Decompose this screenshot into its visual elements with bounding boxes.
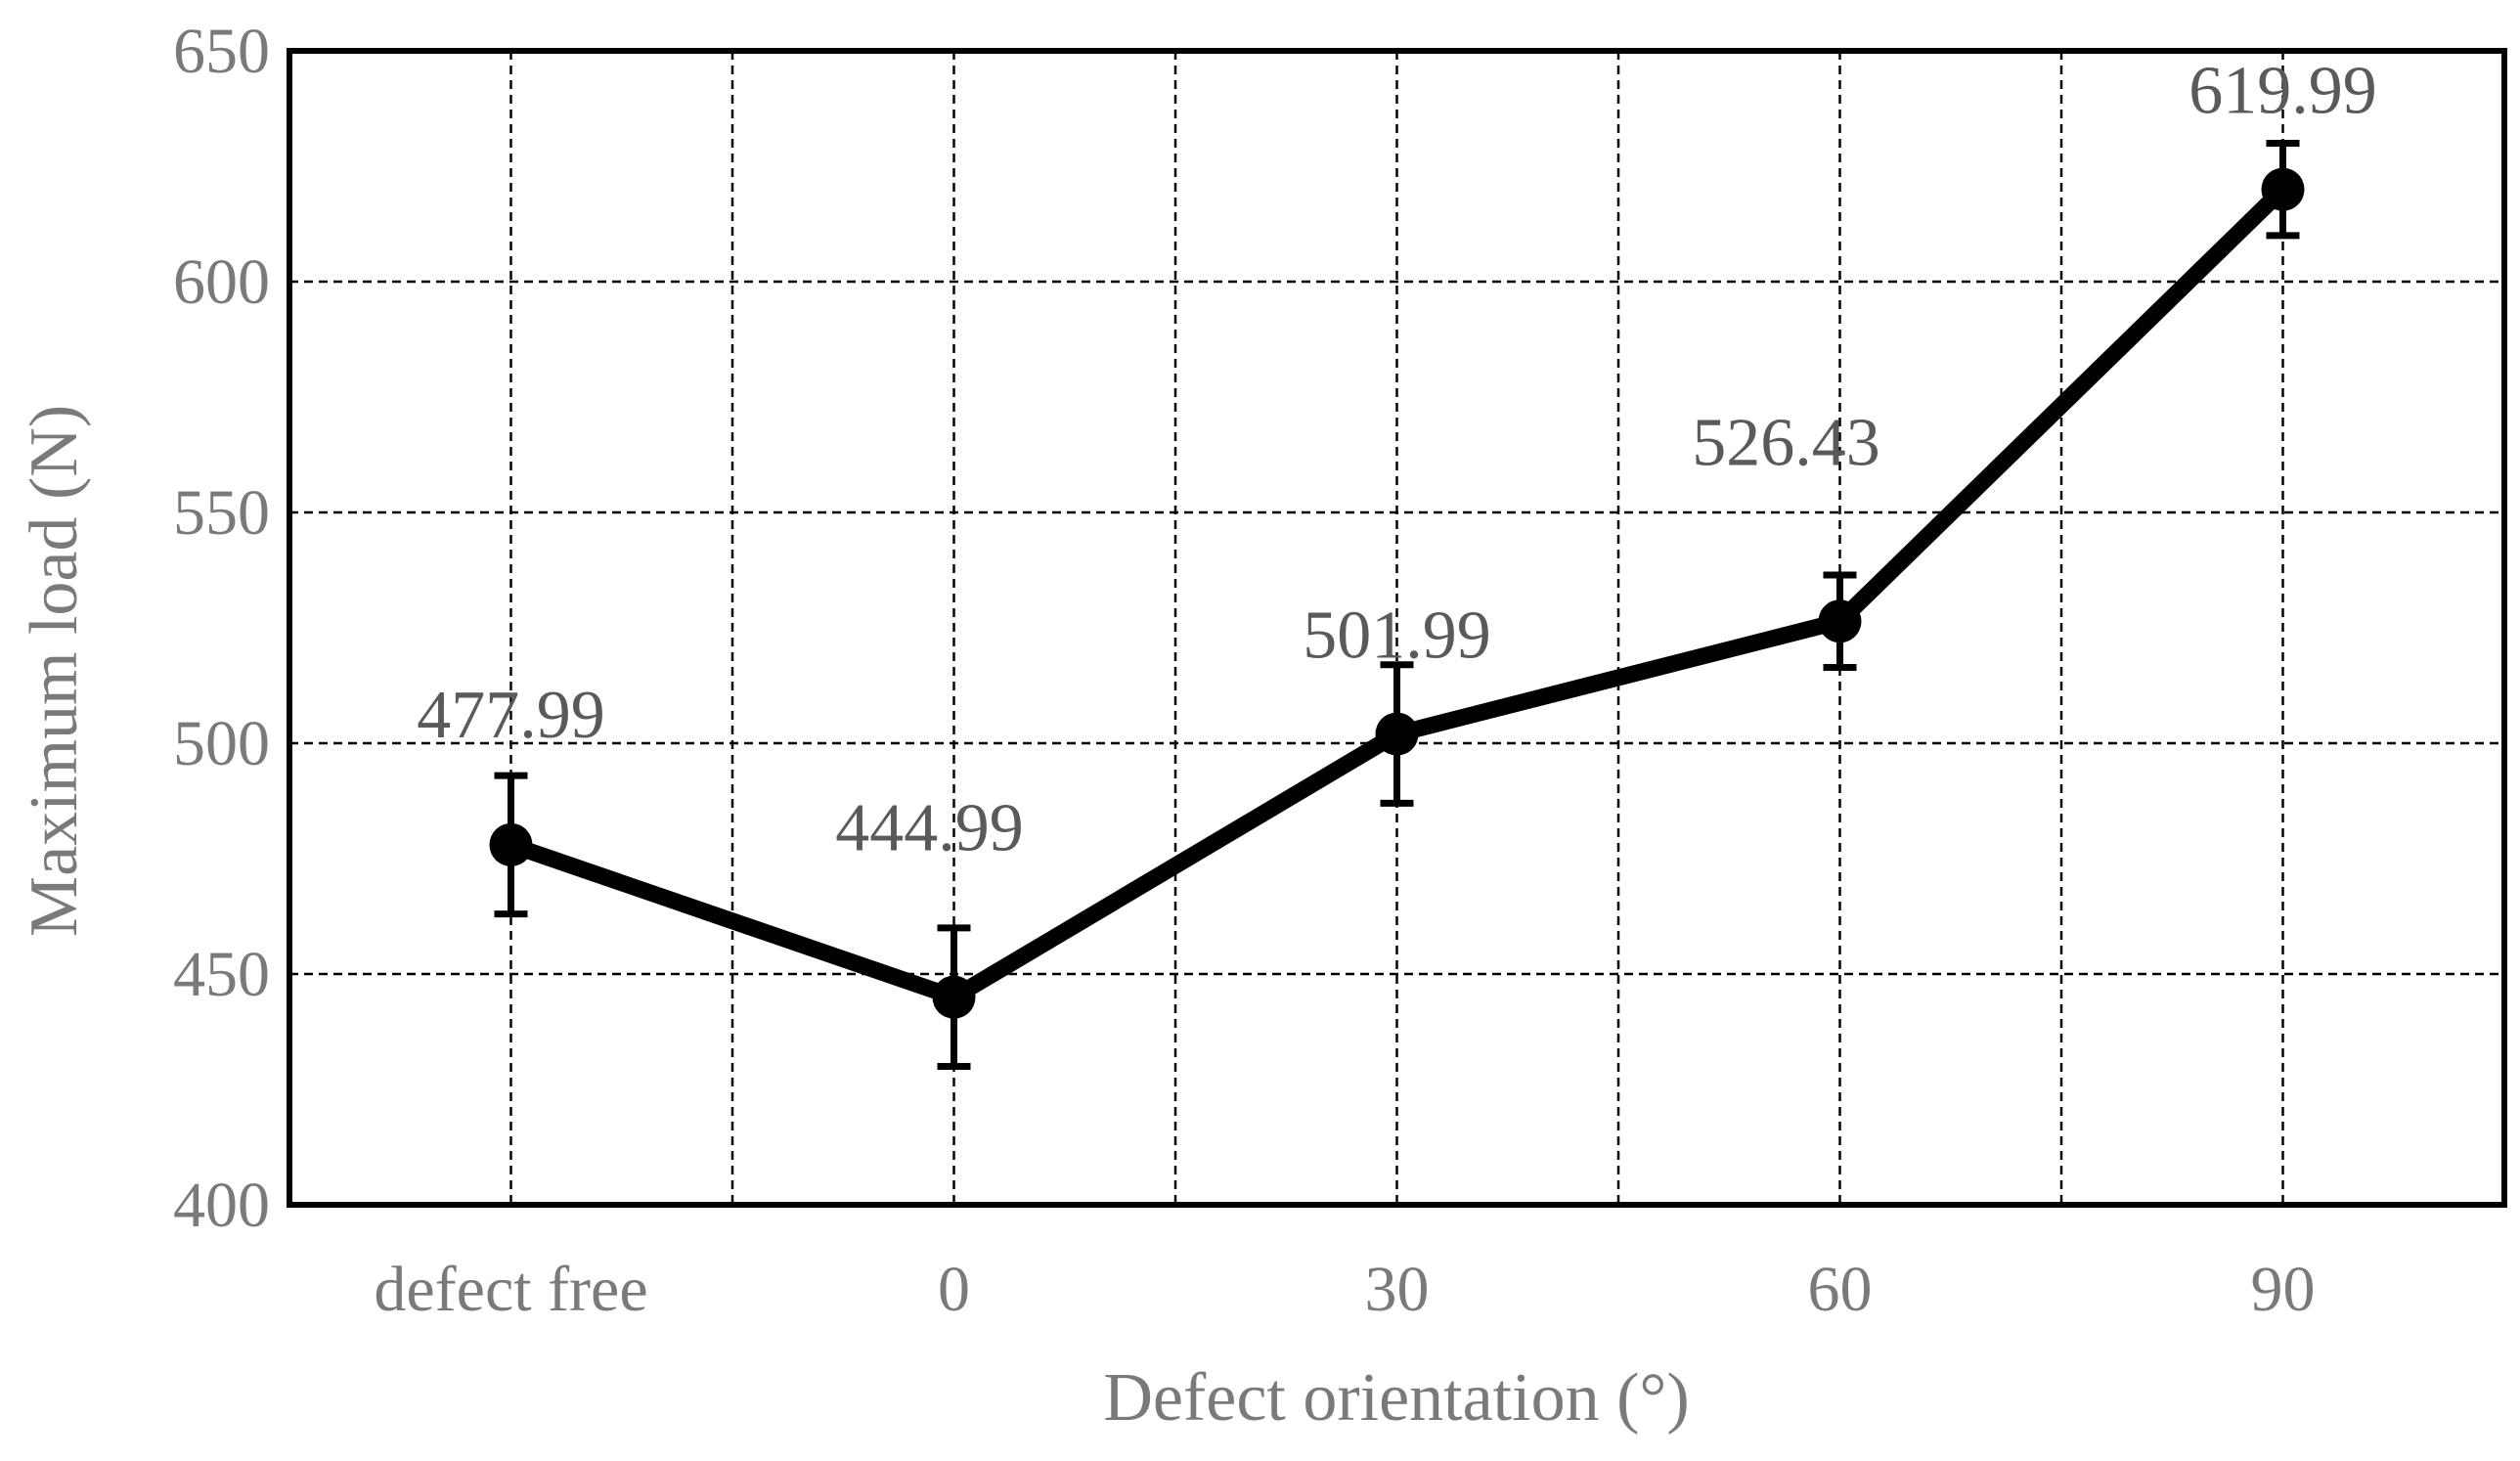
data-label-2: 501.99 xyxy=(1303,598,1491,674)
x-tick-label-0: 0 xyxy=(938,1254,970,1325)
y-tick-label-600: 600 xyxy=(173,246,270,318)
data-label-0: 477.99 xyxy=(417,678,605,753)
data-labels: 477.99 444.99 501.99 526.43 619.99 xyxy=(417,54,2377,866)
x-tick-label-60: 60 xyxy=(1808,1254,1873,1325)
y-tick-label-650: 650 xyxy=(173,16,270,87)
y-axis-tick-labels: 400 450 500 550 600 650 xyxy=(173,16,270,1241)
data-markers xyxy=(489,167,2305,1019)
x-tick-label-30: 30 xyxy=(1365,1254,1430,1325)
data-label-1: 444.99 xyxy=(835,791,1024,866)
data-point-1 xyxy=(932,975,976,1019)
x-axis-title: Defect orientation (°) xyxy=(1103,1360,1689,1436)
x-tick-label-defect-free: defect free xyxy=(374,1254,647,1325)
x-tick-label-90: 90 xyxy=(2251,1254,2316,1325)
y-tick-label-400: 400 xyxy=(173,1170,270,1241)
data-point-0 xyxy=(489,822,533,866)
y-tick-label-550: 550 xyxy=(173,477,270,549)
data-point-4 xyxy=(2261,167,2305,211)
x-axis-tick-labels: defect free 0 30 60 90 xyxy=(374,1254,2315,1325)
y-axis-title: Maximum load (N) xyxy=(17,405,92,937)
y-tick-label-500: 500 xyxy=(173,708,270,779)
data-label-3: 526.43 xyxy=(1692,405,1880,480)
plot-area-frame xyxy=(287,48,2507,1208)
data-point-3 xyxy=(1818,599,1862,643)
data-point-2 xyxy=(1375,712,1419,756)
y-tick-label-450: 450 xyxy=(173,939,270,1010)
data-label-4: 619.99 xyxy=(2188,54,2377,129)
